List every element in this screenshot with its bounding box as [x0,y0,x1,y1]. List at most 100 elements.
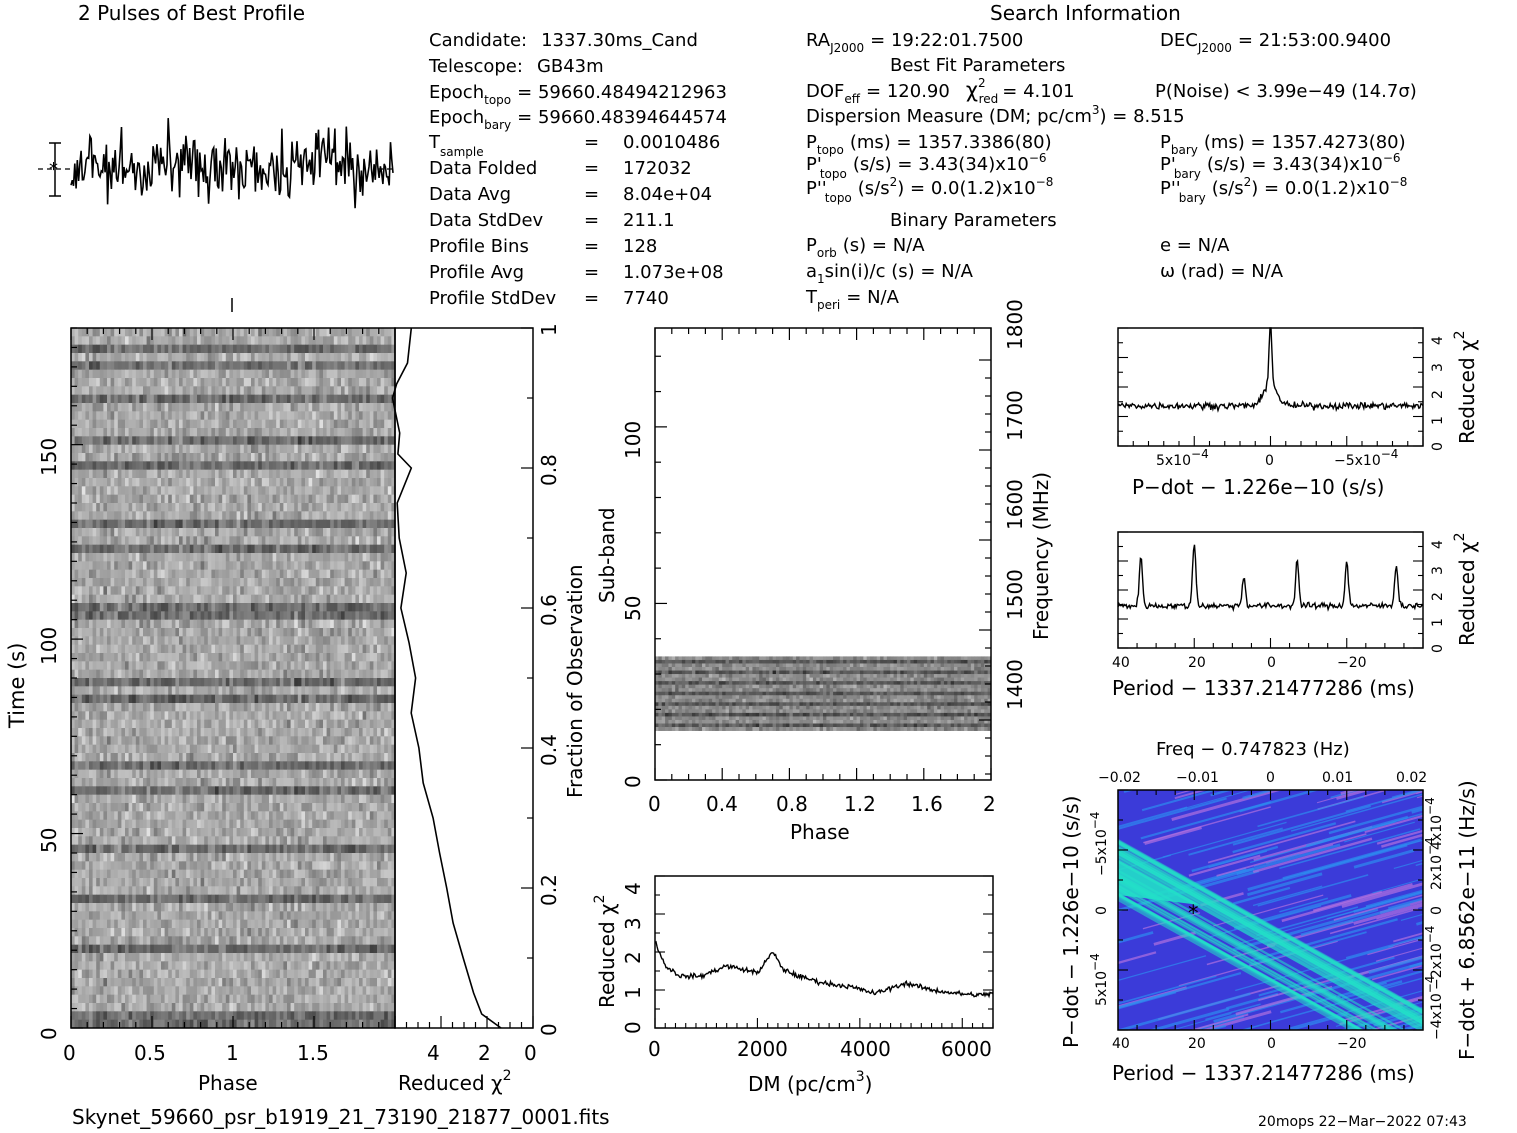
time-phase-cell [107,453,111,462]
time-phase-cell [92,644,97,654]
time-phase-cell [215,611,219,621]
time-phase-cell [81,686,86,696]
time-phase-cell [265,678,270,687]
time-phase-cell [344,469,349,479]
time-phase-cell [377,494,381,504]
time-phase-cell [294,694,299,704]
time-phase-cell [164,611,169,621]
time-phase-cell [301,536,306,546]
time-phase-cell [247,411,252,421]
time-phase-cell [85,636,90,646]
time-phase-cell [107,394,111,404]
time-phase-cell [319,436,324,446]
time-phase-cell [189,728,194,737]
time-phase-cell [146,569,151,579]
time-phase-cell [297,453,302,462]
time-phase-cell [182,478,187,487]
time-phase-cell [85,594,90,604]
time-phase-cell [341,336,345,346]
time-phase-cell [150,386,155,396]
time-phase-cell [297,644,302,654]
time-phase-cell [333,669,338,679]
time-phase-cell [283,528,288,537]
time-phase-cell [341,394,345,404]
time-phase-cell [128,544,133,554]
epoch-bary-sub: bary [484,118,511,132]
time-phase-cell [143,611,147,621]
time-phase-cell [125,486,129,496]
time-phase-cell [254,753,259,762]
time-phase-cell [146,528,151,537]
time-phase-cell [297,561,302,571]
time-phase-cell [377,644,381,654]
time-phase-cell [121,769,126,779]
time-phase-cell [207,478,212,487]
time-phase-cell [81,369,86,379]
time-phase-cell [272,544,277,554]
time-phase-cell [189,561,194,571]
time-phase-cell [74,669,79,679]
time-phase-cell [157,469,162,479]
time-phase-cell [373,769,378,779]
time-phase-cell [387,494,392,504]
time-phase-cell [254,561,259,571]
time-phase-cell [373,586,378,596]
time-phase-cell [341,486,345,496]
time-phase-cell [78,653,83,662]
time-phase-cell [236,461,241,471]
time-phase-cell [107,611,111,621]
time-phase-cell [387,569,392,579]
time-phase-cell [71,561,75,571]
time-phase-cell [326,528,331,537]
time-phase-cell [200,419,205,429]
time-phase-cell [380,503,385,512]
time-phase-cell [92,503,97,512]
pddbary-value: (s/s [1212,178,1244,199]
time-phase-cell [276,411,281,421]
time-phase-cell [193,569,198,579]
time-phase-cell [258,344,263,354]
time-phase-cell [175,403,180,412]
time-phase-cell [272,728,277,737]
time-phase-cell [297,753,302,762]
time-phase-cell [161,453,165,462]
time-phase-cell [355,519,360,529]
time-phase-cell [269,603,273,612]
time-phase-cell [168,436,173,446]
time-phase-cell [164,628,169,637]
time-phase-cell [125,453,129,462]
time-phase-cell [269,511,273,521]
time-phase-cell [114,628,119,637]
time-phase-cell [315,761,320,771]
time-phase-cell [200,469,205,479]
time-phase-cell [312,511,317,521]
time-phase-cell [341,361,345,371]
time-phase-cell [290,478,295,487]
time-phase-cell [175,519,180,529]
time-phase-cell [337,636,342,646]
time-phase-cell [251,369,255,379]
time-phase-cell [344,553,349,562]
time-phase-cell [312,761,317,771]
time-phase-cell [243,553,248,562]
time-phase-cell [215,594,219,604]
time-phase-cell [189,519,194,529]
time-phase-cell [366,344,371,354]
time-phase-cell [110,711,115,721]
time-phase-cell [150,528,155,537]
time-phase-cell [175,561,180,571]
time-phase-cell [391,444,396,454]
time-phase-cell [179,778,183,787]
time-phase-cell [251,728,255,737]
time-phase-cell [344,561,349,571]
time-phase-cell [78,586,83,596]
time-phase-cell [236,653,241,662]
time-phase-cell [179,344,183,354]
time-phase-cell [114,436,119,446]
time-phase-cell [128,403,133,412]
time-phase-cell [128,411,133,421]
time-phase-cell [301,586,306,596]
time-phase-cell [297,419,302,429]
time-phase-cell [171,761,176,771]
time-phase-cell [189,486,194,496]
